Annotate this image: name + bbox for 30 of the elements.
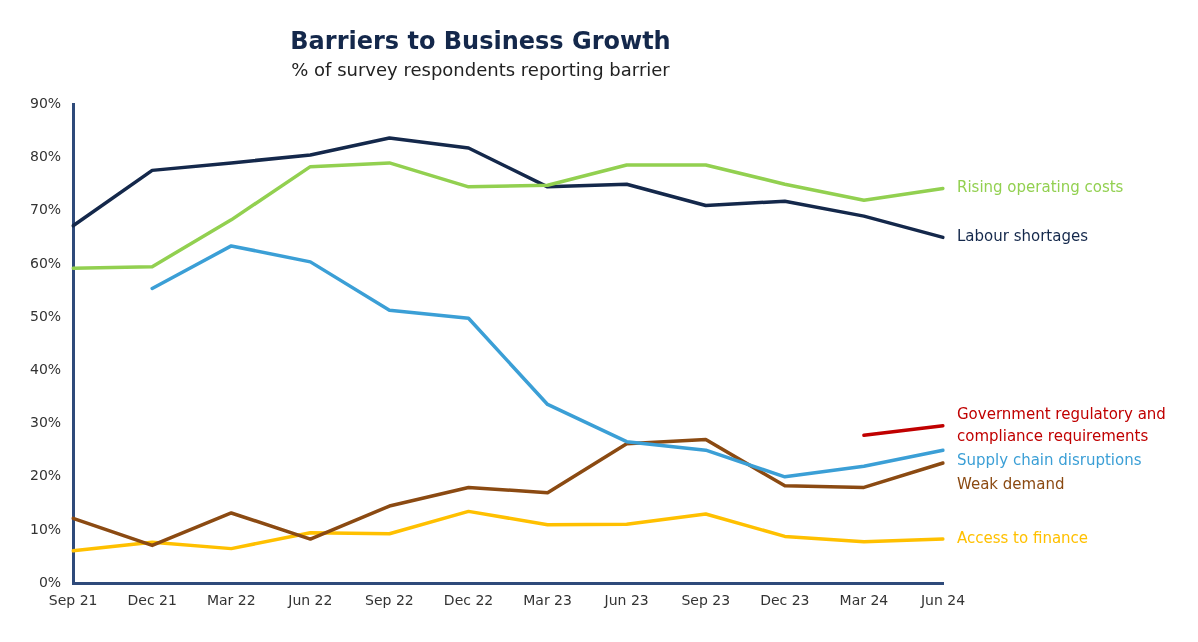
y-tick-label: 80% xyxy=(29,148,62,165)
y-tick-label: 50% xyxy=(29,307,62,324)
y-tick-label: 0% xyxy=(38,573,62,590)
series-label: Supply chain disruptions xyxy=(957,450,1142,469)
x-tick-label: Sep 21 xyxy=(48,592,98,609)
y-tick-label: 20% xyxy=(29,467,62,484)
series-label: Rising operating costs xyxy=(957,178,1124,197)
x-tick-label: Dec 23 xyxy=(760,592,810,609)
series-label: Weak demand xyxy=(957,474,1065,493)
x-tick-label: Mar 23 xyxy=(523,592,572,609)
x-tick-label: Jun 23 xyxy=(603,592,649,609)
x-tick-label: Mar 22 xyxy=(206,592,256,609)
x-tick-label: Mar 24 xyxy=(839,592,889,609)
x-tick-label: Jun 22 xyxy=(287,592,333,609)
series-label: Labour shortages xyxy=(957,227,1089,246)
y-tick-label: 40% xyxy=(29,361,62,378)
series-label: Access to finance xyxy=(957,528,1089,547)
y-tick-label: 30% xyxy=(29,414,62,431)
y-tick-label: 90% xyxy=(29,95,62,112)
chart-title: Barriers to Business Growth xyxy=(290,26,671,55)
x-tick-label: Jun 24 xyxy=(919,592,966,609)
x-tick-label: Dec 21 xyxy=(127,592,177,609)
x-tick-label: Dec 22 xyxy=(443,592,494,609)
y-tick-label: 10% xyxy=(29,520,62,537)
y-tick-label: 70% xyxy=(29,201,62,218)
chart-subtitle: % of survey respondents reporting barrier xyxy=(291,59,671,81)
x-tick-label: Sep 22 xyxy=(365,592,414,609)
y-tick-label: 60% xyxy=(29,254,62,271)
x-tick-label: Sep 23 xyxy=(681,592,731,609)
series-label: Government regulatory and compliance requirements xyxy=(957,404,1166,445)
